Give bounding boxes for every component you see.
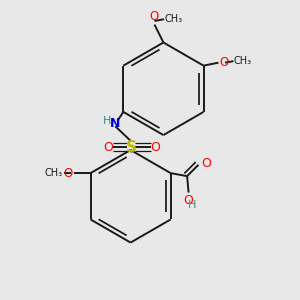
Text: S: S (126, 140, 137, 154)
Text: O: O (103, 140, 113, 154)
Text: O: O (63, 167, 73, 180)
Text: O: O (201, 157, 211, 170)
Text: CH₃: CH₃ (165, 14, 183, 24)
Text: H: H (103, 116, 112, 126)
Text: O: O (219, 56, 228, 69)
Text: O: O (150, 140, 160, 154)
Text: O: O (150, 10, 159, 23)
Text: CH₃: CH₃ (233, 56, 251, 66)
Text: N: N (110, 117, 121, 130)
Text: H: H (188, 200, 196, 210)
Text: O: O (184, 194, 194, 207)
Text: CH₃: CH₃ (44, 168, 62, 178)
